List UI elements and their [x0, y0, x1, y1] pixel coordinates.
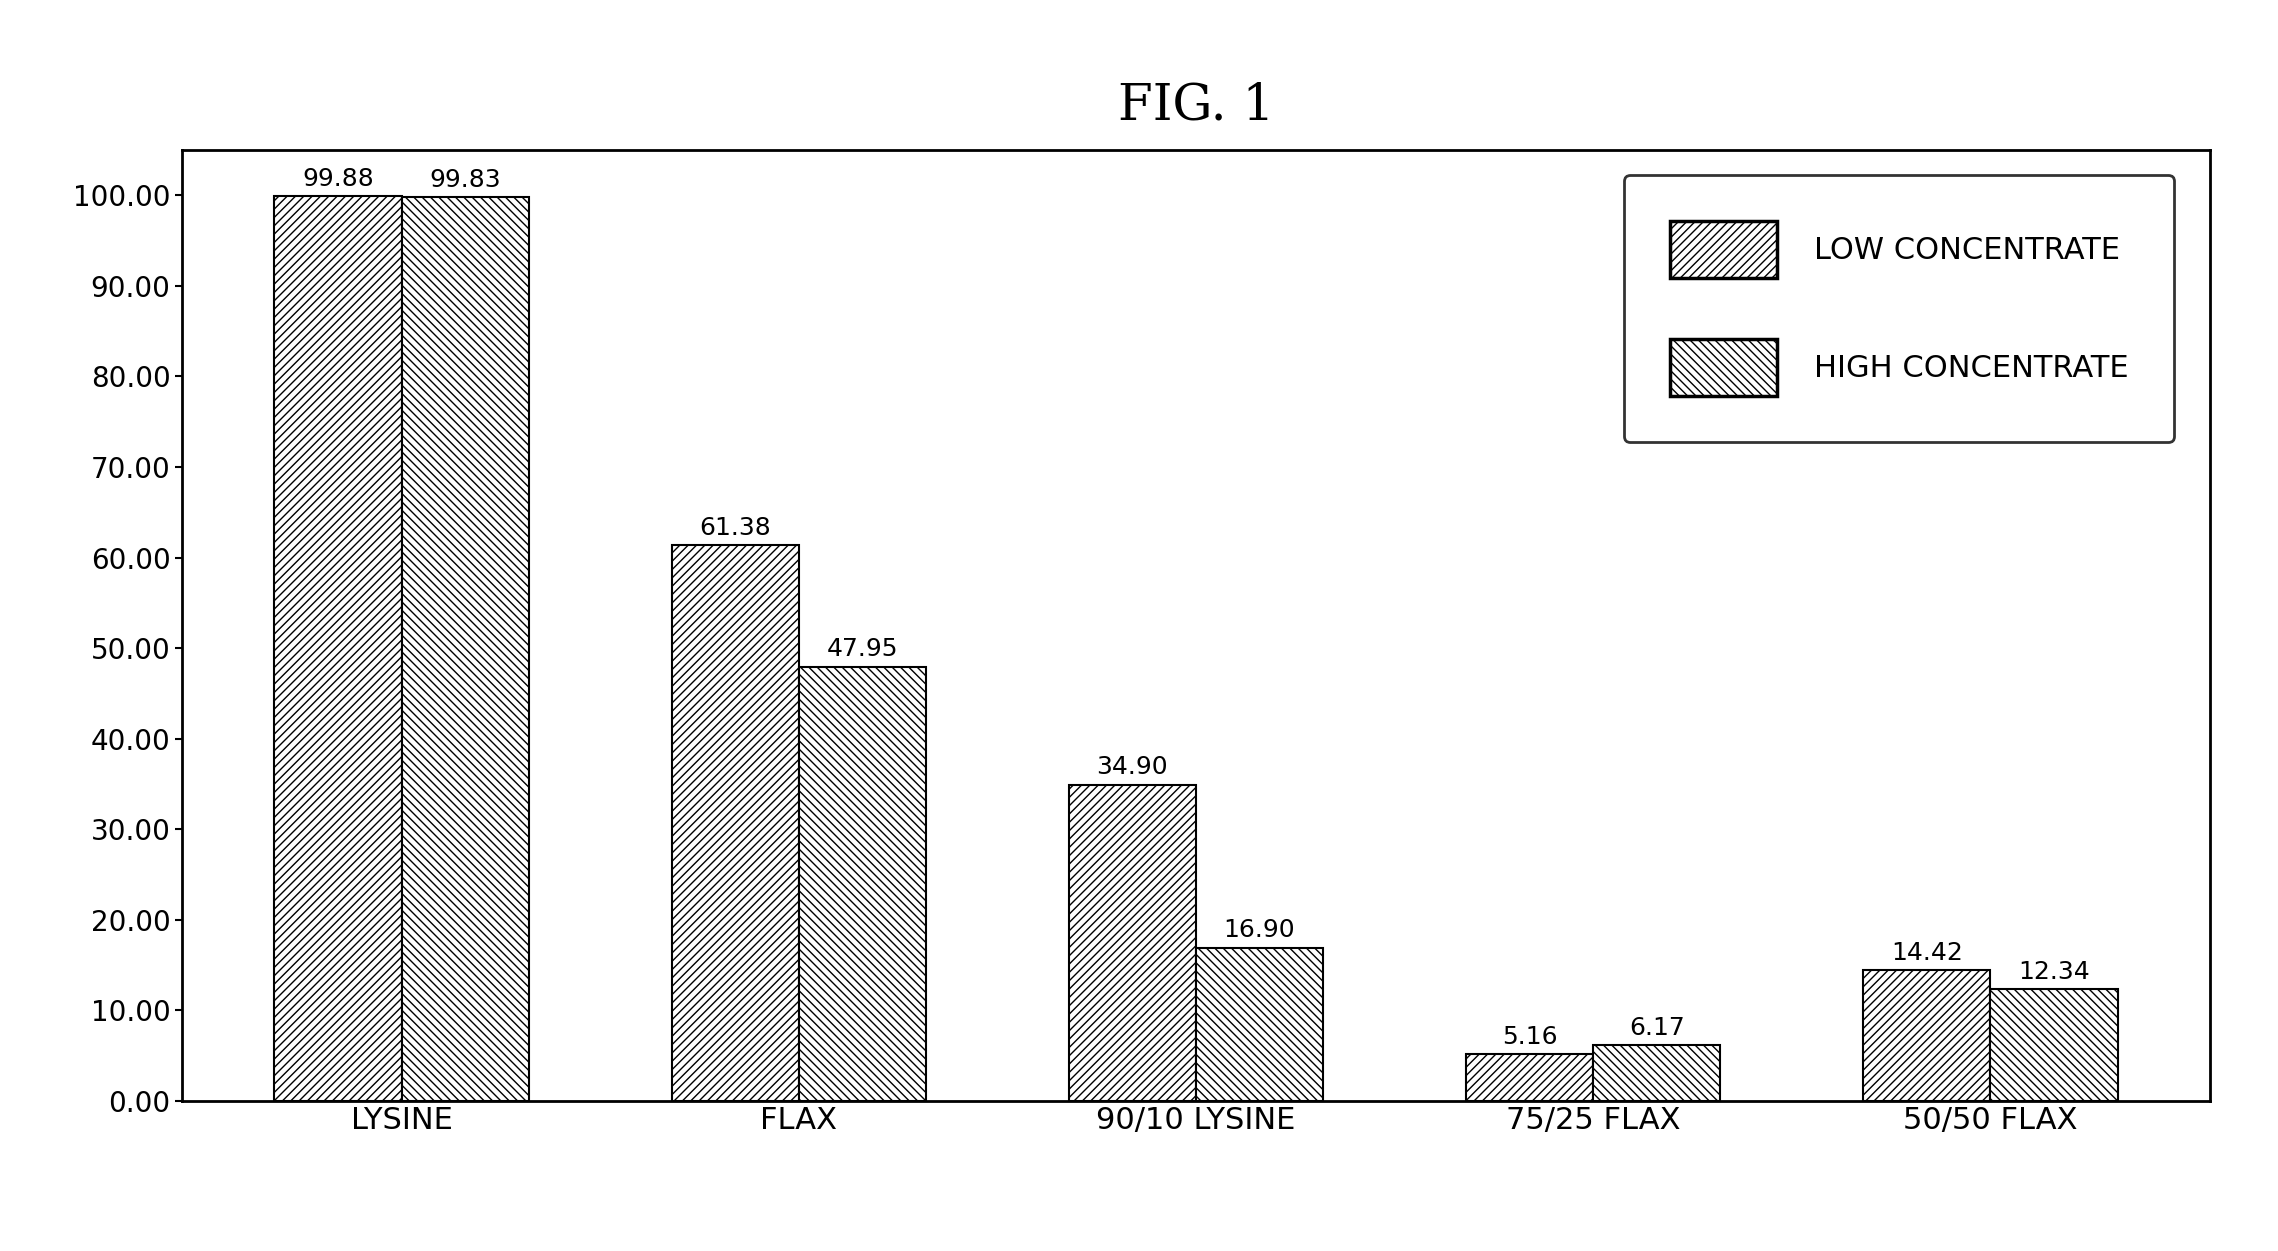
Text: 61.38: 61.38 [699, 515, 770, 539]
Text: 14.42: 14.42 [1891, 941, 1964, 965]
Bar [273, 196, 401, 1101]
Title: FIG. 1: FIG. 1 [1118, 81, 1273, 130]
Text: 47.95: 47.95 [827, 637, 898, 662]
Text: 6.17: 6.17 [1629, 1016, 1686, 1040]
Text: 99.83: 99.83 [428, 168, 501, 191]
Bar [800, 667, 925, 1101]
Bar [1068, 784, 1196, 1101]
Text: 5.16: 5.16 [1501, 1025, 1558, 1048]
Legend: LOW CONCENTRATE, HIGH CONCENTRATE: LOW CONCENTRATE, HIGH CONCENTRATE [1624, 175, 2173, 442]
Bar [1991, 990, 2119, 1101]
Bar [1863, 971, 1991, 1101]
Text: 99.88: 99.88 [303, 168, 374, 191]
Bar [1467, 1055, 1592, 1101]
Text: 34.90: 34.90 [1096, 756, 1169, 779]
Bar [1592, 1045, 1720, 1101]
Bar [401, 196, 528, 1101]
Bar [672, 545, 800, 1101]
Bar [1196, 948, 1324, 1101]
Text: 16.90: 16.90 [1223, 918, 1296, 942]
Text: 12.34: 12.34 [2018, 960, 2089, 983]
